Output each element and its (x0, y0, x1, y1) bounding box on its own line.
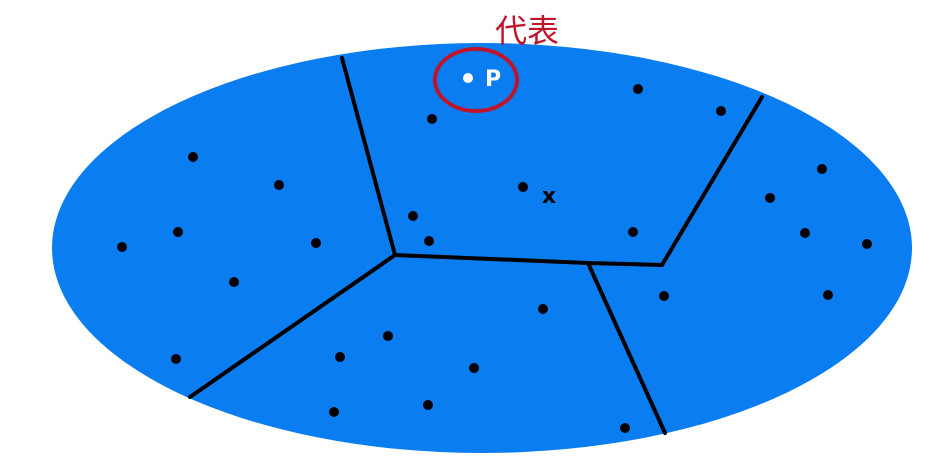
representative-point-label: P (485, 67, 501, 92)
highlight-circle (433, 47, 519, 113)
site-point (408, 211, 418, 221)
site-point (765, 193, 775, 203)
site-point (469, 363, 479, 373)
site-point (311, 238, 321, 248)
ellipse-region (52, 43, 912, 453)
boundary-line (586, 261, 664, 267)
representative-point (463, 73, 473, 83)
site-point (171, 354, 181, 364)
site-point (800, 228, 810, 238)
boundary-line (340, 56, 397, 257)
site-point (817, 164, 827, 174)
site-point (518, 182, 528, 192)
boundary-line (586, 261, 667, 435)
site-point (188, 152, 198, 162)
site-point (173, 227, 183, 237)
boundary-line (660, 95, 764, 267)
site-point (659, 291, 669, 301)
site-point (335, 352, 345, 362)
boundary-line (393, 253, 590, 265)
site-point (716, 106, 726, 116)
query-point-label: x (542, 184, 556, 209)
site-point (383, 331, 393, 341)
site-point (274, 180, 284, 190)
site-point (862, 239, 872, 249)
site-point (628, 227, 638, 237)
site-point (117, 242, 127, 252)
site-point (329, 407, 339, 417)
site-point (427, 114, 437, 124)
site-point (229, 277, 239, 287)
site-point (633, 84, 643, 94)
site-point (823, 290, 833, 300)
site-point (423, 400, 433, 410)
site-point (424, 236, 434, 246)
site-point (538, 304, 548, 314)
cell-boundaries (188, 56, 764, 435)
boundary-line (188, 253, 397, 399)
site-points (117, 84, 872, 433)
site-point (620, 423, 630, 433)
annotation-label: 代表 (495, 12, 559, 50)
